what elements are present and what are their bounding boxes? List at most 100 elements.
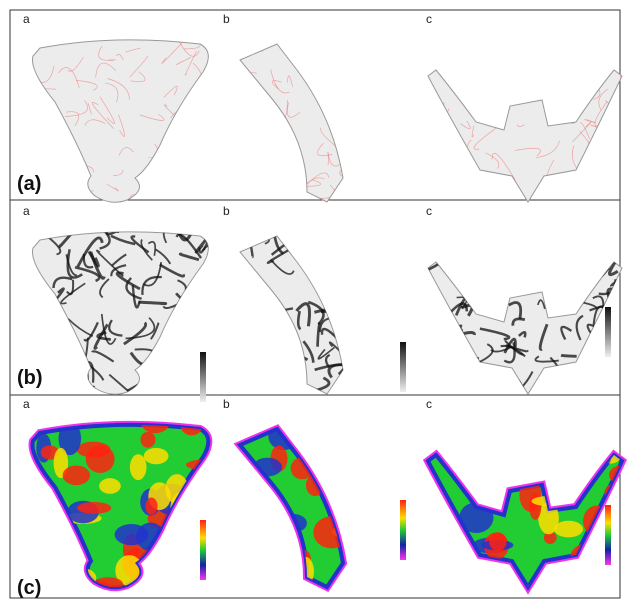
line-texture (108, 319, 123, 337)
line-texture (600, 255, 611, 260)
heat-inner (238, 427, 345, 589)
line-texture (204, 306, 209, 312)
line-texture (615, 378, 622, 390)
line-texture (204, 375, 209, 390)
line-texture (479, 80, 492, 88)
line-texture (58, 231, 84, 248)
line-texture (74, 266, 101, 283)
line-texture (4, 288, 15, 313)
line-texture (32, 316, 54, 336)
line-texture (419, 35, 442, 57)
line-texture (408, 376, 418, 396)
line-texture (526, 49, 532, 59)
heat-blob (32, 497, 43, 530)
line-texture (399, 218, 411, 224)
line-texture (207, 286, 209, 307)
line-texture (268, 396, 277, 402)
line-texture (534, 355, 559, 363)
line-texture (10, 60, 23, 75)
line-texture (570, 177, 594, 187)
panel-drawing (214, 218, 431, 402)
heat-blob (514, 457, 542, 485)
line-texture (560, 266, 570, 274)
panels: (a) a b c (b) a b c (c) a b c (4, 12, 629, 599)
line-texture (430, 191, 454, 202)
heat-blob (565, 417, 595, 427)
line-texture (373, 152, 382, 175)
line-texture (195, 272, 209, 294)
line-texture (91, 350, 115, 363)
line-texture (400, 276, 420, 294)
line-texture (394, 274, 411, 281)
line-texture (555, 294, 565, 305)
row-label: (b) (17, 367, 43, 389)
line-texture (581, 262, 608, 276)
line-texture (240, 200, 260, 202)
line-texture (132, 195, 149, 203)
line-texture (230, 225, 236, 234)
line-texture (355, 247, 374, 255)
line-texture (442, 228, 445, 243)
line-texture (376, 297, 398, 320)
line-texture (377, 316, 401, 338)
line-texture (473, 124, 501, 150)
line-texture (287, 102, 300, 118)
line-texture (163, 85, 178, 98)
line-texture (597, 262, 607, 271)
line-texture (363, 101, 389, 119)
heat-blob (167, 570, 194, 588)
line-texture (93, 323, 109, 350)
line-texture (580, 70, 595, 94)
line-texture (51, 353, 79, 375)
heat-blob (313, 516, 343, 549)
heat-blob (455, 582, 487, 587)
panel-drawing (427, 49, 623, 203)
line-texture (393, 103, 406, 125)
heat-blob (378, 455, 396, 480)
line-texture (345, 237, 357, 252)
line-texture (175, 292, 195, 311)
heat-blob (543, 531, 557, 545)
line-texture (616, 316, 622, 329)
line-texture (176, 130, 190, 148)
line-texture (594, 155, 617, 165)
heat-blob (521, 416, 544, 447)
line-texture (240, 330, 247, 341)
line-texture (585, 398, 593, 422)
line-texture (557, 222, 574, 229)
line-texture (280, 385, 304, 394)
line-texture (483, 237, 494, 257)
line-texture (209, 154, 230, 174)
line-texture (106, 183, 119, 192)
line-texture (491, 153, 516, 181)
line-texture (205, 39, 209, 48)
bone-outline (427, 69, 623, 203)
heat-blob (17, 523, 31, 554)
heat-blob (185, 459, 209, 471)
heat-blob (145, 497, 158, 515)
line-texture (175, 233, 202, 259)
line-texture (572, 363, 591, 373)
line-texture (255, 44, 263, 53)
line-texture (83, 321, 99, 342)
heat-blob (470, 458, 493, 491)
line-texture (147, 168, 159, 188)
line-texture (386, 358, 397, 370)
line-texture (181, 361, 199, 384)
line-texture (604, 262, 619, 265)
line-texture (214, 265, 215, 274)
line-texture (240, 120, 246, 138)
color-scale-bar (605, 505, 611, 565)
line-texture (428, 363, 446, 386)
line-texture (612, 346, 622, 357)
line-texture (469, 262, 489, 269)
line-texture (412, 288, 431, 307)
line-texture (399, 225, 426, 249)
line-texture (479, 327, 511, 341)
line-texture (341, 236, 343, 246)
line-texture (385, 380, 391, 392)
line-texture (369, 100, 378, 124)
heat-blob (48, 577, 64, 588)
heat-blob (252, 515, 280, 538)
line-texture (166, 397, 178, 406)
